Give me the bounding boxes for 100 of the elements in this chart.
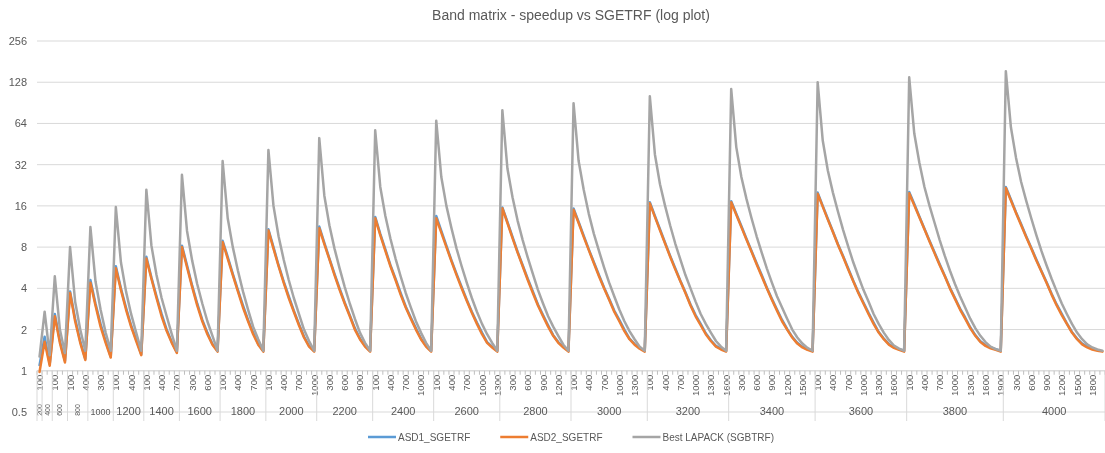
x-tick-label: 100	[568, 374, 580, 391]
x-tick-label: 700	[293, 374, 305, 391]
y-tick-label: 64	[14, 117, 27, 130]
x-tick-label: 100	[217, 374, 229, 391]
x-tick-label: 600	[522, 374, 534, 391]
x-tick-label: 400	[278, 374, 290, 391]
x-tick-label: 300	[95, 374, 107, 391]
annotation: 2800	[523, 405, 548, 417]
annotation: 3000	[596, 405, 622, 417]
x-tick-label: 1000	[613, 374, 625, 396]
x-tick-label: 900	[1041, 374, 1053, 391]
x-tick-label: 1300	[873, 374, 885, 396]
x-tick-label: 1600	[720, 374, 732, 396]
x-tick-label: 400	[232, 374, 244, 391]
x-tick-label: 1200	[1056, 374, 1068, 396]
x-tick-label: 700	[171, 374, 183, 391]
x-tick-label: 100	[262, 374, 274, 391]
x-tick-label: 1900	[995, 374, 1007, 396]
y-tick-label: 32	[14, 158, 27, 171]
annotation: 2600	[454, 405, 479, 417]
x-tick-label: 1300	[964, 374, 976, 396]
annotation: 3400	[759, 405, 785, 417]
legend-label: ASD1_SGETRF	[397, 432, 471, 443]
annotation: 3200	[675, 405, 701, 417]
x-tick-label: 400	[583, 374, 595, 391]
x-tick-label: 300	[323, 374, 335, 391]
x-tick-label: 400	[659, 374, 671, 391]
y-tick-label: 256	[8, 35, 27, 48]
x-tick-label: 1600	[888, 374, 900, 396]
x-tick-label: 600	[201, 374, 213, 391]
x-tick-label: 700	[400, 374, 412, 391]
x-tick-label: 900	[766, 374, 778, 391]
x-tick-label: 900	[537, 374, 549, 391]
annotation: 1800	[230, 405, 256, 417]
x-tick-label: 700	[934, 374, 946, 391]
x-tick-label: 400	[79, 374, 91, 391]
x-tick-label: 100	[903, 374, 915, 391]
x-tick-label: 1300	[491, 374, 503, 396]
x-tick-label: 100	[49, 374, 61, 391]
x-tick-label: 100	[369, 374, 381, 391]
annotation: 1600	[187, 405, 212, 417]
x-tick-label: 100	[140, 374, 152, 391]
x-tick-label: 1000	[476, 374, 488, 396]
x-tick-label: 400	[827, 374, 839, 391]
x-tick-label: 600	[339, 374, 351, 391]
y-tick-label: 2	[20, 323, 27, 336]
x-tick-label: 1000	[415, 374, 427, 396]
x-tick-label: 1200	[552, 374, 564, 396]
annotation: 3600	[848, 405, 874, 417]
x-tick-label: 400	[445, 374, 457, 391]
x-tick-label: 300	[186, 374, 198, 391]
annotation: 1400	[149, 405, 174, 417]
annotation: 4000	[1041, 405, 1067, 417]
x-tick-label: 1500	[1071, 374, 1083, 396]
x-tick-label: 1200	[781, 374, 793, 396]
annotation: 1200	[116, 405, 141, 417]
chart-title: Band matrix - speedup vs SGETRF (log plot)	[432, 7, 710, 23]
x-tick-label: 1000	[949, 374, 961, 396]
x-tick-label: 300	[507, 374, 519, 391]
x-tick-label: 700	[674, 374, 686, 391]
x-tick-label: 100	[110, 374, 122, 391]
annotation: 1000	[90, 407, 111, 417]
x-tick-label: 1600	[979, 374, 991, 396]
x-tick-label: 1800	[1086, 374, 1098, 396]
x-tick-label: 700	[598, 374, 610, 391]
x-tick-label: 100	[812, 374, 824, 391]
x-tick-label: 600	[1025, 374, 1037, 391]
x-tick-label: 100	[34, 374, 46, 391]
x-tick-label: 700	[247, 374, 259, 391]
x-tick-label: 400	[156, 374, 168, 391]
x-tick-label: 400	[125, 374, 137, 391]
x-tick-label: 400	[918, 374, 930, 391]
annotation: 2200	[332, 405, 357, 417]
legend-label: ASD2_SGETRF	[530, 432, 603, 443]
y-tick-label: 4	[20, 282, 27, 295]
x-tick-label: 700	[842, 374, 854, 391]
x-tick-label: 700	[461, 374, 473, 391]
x-tick-label: 600	[751, 374, 763, 391]
line-series	[38, 69, 1104, 358]
legend-label: Best LAPACK (SGBTRF)	[662, 432, 775, 443]
x-tick-label: 1300	[629, 374, 641, 396]
x-tick-label: 900	[354, 374, 366, 391]
x-tick-label: 300	[1010, 374, 1022, 391]
y-tick-label: 128	[8, 76, 27, 89]
x-tick-label: 1000	[690, 374, 702, 396]
annotation: 3800	[942, 405, 968, 417]
x-tick-label: 1000	[308, 374, 320, 396]
x-tick-label: 1000	[857, 374, 869, 396]
annotation: 2400	[390, 405, 416, 417]
x-tick-label: 100	[64, 374, 76, 391]
y-tick-label: 1	[20, 364, 27, 377]
y-tick-label: 8	[20, 241, 27, 254]
x-tick-label: 100	[644, 374, 656, 391]
x-tick-label: 400	[384, 374, 396, 391]
x-tick-label: 1300	[705, 374, 717, 396]
y-tick-label: 0.5	[11, 406, 27, 419]
y-tick-label: 16	[14, 199, 27, 212]
x-tick-label: 300	[735, 374, 747, 391]
x-tick-label: 100	[430, 374, 442, 391]
x-tick-label: 1500	[796, 374, 808, 396]
